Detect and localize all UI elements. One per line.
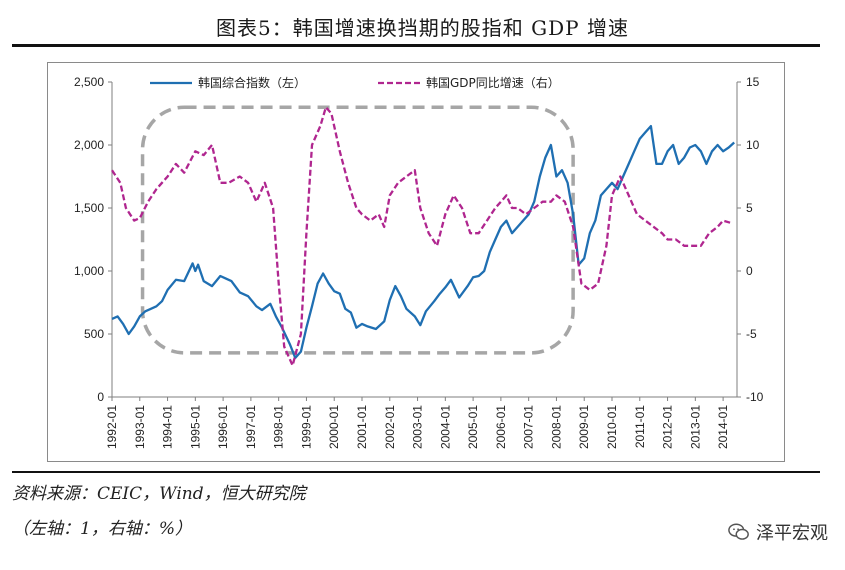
wechat-icon [728,523,749,540]
x-tick-label: 2013-01 [688,405,702,449]
x-tick-label: 2000-01 [327,405,341,449]
y-right-tick-label: 5 [746,201,753,215]
y-left-tick-label: 2,500 [74,75,104,89]
y-left-tick-label: 500 [84,327,104,341]
x-tick-label: 1995-01 [188,405,202,449]
chart-title: 图表5：韩国增速换挡期的股指和 GDP 增速 [216,16,629,40]
y-right-tick-label: -5 [746,327,757,341]
x-tick-label: 1999-01 [299,405,313,449]
x-tick-label: 2012-01 [661,405,675,449]
y-left-tick-label: 1,000 [74,264,104,278]
x-tick-label: 1997-01 [244,405,258,449]
watermark-text: 泽平宏观 [756,523,828,544]
series-kospi-line [111,124,735,360]
x-tick-label: 2003-01 [411,405,425,449]
chart-frame [47,62,785,462]
y-right-tick-label: 10 [746,138,760,152]
x-tick-label: 1998-01 [272,405,286,449]
watermark: 泽平宏观 [728,519,828,545]
title-rule [12,44,820,47]
x-tick-label: 2010-01 [605,405,619,449]
x-tick-label: 1993-01 [133,405,147,449]
x-tick-label: 2007-01 [522,405,536,449]
x-tick-label: 2005-01 [466,405,480,449]
series-gdp-line [111,106,732,367]
x-tick-label: 2004-01 [438,405,452,449]
legend-kospi-label: 韩国综合指数（左） [198,75,306,90]
x-tick-label: 2001-01 [355,405,369,449]
y-left-tick-label: 0 [97,390,104,404]
legend-gdp-label: 韩国GDP同比增速（右） [426,75,560,90]
highlight-period-box [140,105,575,355]
x-tick-label: 2002-01 [383,405,397,449]
y-right-tick-label: 15 [746,75,760,89]
y-right-tick-label: -10 [746,390,764,404]
footer-rule [12,471,820,473]
y-right-tick-label: 0 [746,264,753,278]
x-tick-label: 2008-01 [549,405,563,449]
x-tick-label: 2006-01 [494,405,508,449]
y-left-tick-label: 2,000 [74,138,104,152]
x-tick-label: 2011-01 [633,405,647,448]
x-tick-label: 1992-01 [105,405,119,449]
source-note: 资料来源：CEIC，Wind，恒大研究院 [12,484,306,504]
x-tick-label: 1996-01 [216,405,230,449]
y-left-tick-label: 1,500 [74,201,104,215]
x-tick-label: 1994-01 [161,405,175,449]
axis-note: （左轴：1，右轴：%） [12,519,192,539]
x-tick-label: 2014-01 [716,405,730,449]
x-tick-label: 2009-01 [577,405,591,449]
